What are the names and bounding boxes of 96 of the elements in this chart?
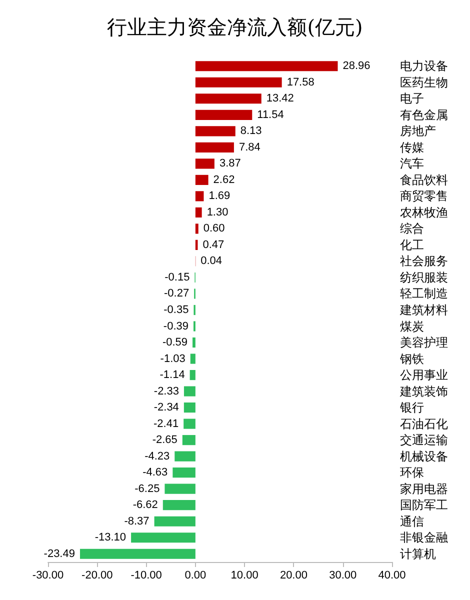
bar [190, 354, 196, 364]
data-label: -0.59 [162, 336, 188, 349]
y-tick-label: 建筑材料 [399, 303, 448, 317]
x-tick-label: -20.00 [82, 570, 113, 582]
data-label: -2.65 [152, 434, 178, 446]
bar [131, 532, 196, 543]
y-tick-label: 煤炭 [400, 319, 424, 334]
bar [195, 142, 234, 152]
bar [182, 435, 196, 446]
y-tick-label: 钢铁 [399, 352, 424, 366]
data-label: 0.60 [203, 222, 225, 235]
data-label: -13.10 [94, 532, 126, 544]
data-label: 3.87 [219, 158, 241, 170]
bar [174, 451, 196, 462]
data-label: -2.33 [154, 385, 179, 398]
y-tick-label: 农林牧渔 [400, 205, 448, 220]
data-label: 1.30 [206, 206, 228, 218]
data-label: -6.62 [132, 499, 158, 512]
data-label: -8.37 [124, 515, 150, 528]
y-tick-label: 建筑装饰 [399, 384, 448, 398]
y-tick-label: 纺织服装 [400, 270, 448, 284]
bar [154, 516, 196, 526]
y-tick-label: 公用事业 [400, 368, 448, 382]
y-tick-label: 汽车 [400, 156, 424, 171]
data-label: -1.14 [160, 369, 185, 382]
y-tick-label: 电力设备 [400, 59, 448, 74]
data-label: -2.41 [154, 418, 179, 430]
bar [190, 370, 196, 380]
data-label: 11.54 [257, 108, 284, 121]
y-tick-label: 家用电器 [400, 482, 448, 496]
bar [172, 468, 196, 478]
x-tick-label: -30.00 [32, 570, 64, 582]
bar [184, 418, 196, 429]
data-label: -0.27 [164, 288, 190, 300]
bar [184, 402, 196, 413]
y-tick-label: 传媒 [400, 140, 424, 154]
bar [164, 484, 196, 494]
y-tick-label: 通信 [400, 514, 424, 528]
y-tick-label: 化工 [400, 238, 424, 252]
x-tick-label: 30.00 [329, 570, 357, 582]
y-tick-label: 计算机 [400, 546, 436, 561]
y-tick-label: 机械设备 [400, 449, 448, 464]
bar [195, 110, 252, 120]
y-tick-label: 非银金融 [400, 530, 448, 545]
bar [195, 61, 338, 72]
data-label: 28.96 [342, 60, 370, 72]
y-tick-label: 国防军工 [400, 498, 448, 512]
bar [195, 224, 198, 234]
bar [195, 77, 282, 88]
data-label: -6.25 [134, 482, 160, 495]
data-label: 1.69 [208, 190, 230, 202]
data-label: -4.23 [144, 450, 170, 462]
x-tick-label: 0.00 [184, 570, 206, 582]
y-tick-label: 有色金属 [400, 108, 448, 122]
bar [195, 174, 208, 185]
data-label: 8.13 [240, 125, 262, 138]
bar [195, 126, 236, 136]
data-label: 0.47 [202, 238, 224, 251]
y-tick-label: 轻工制造 [400, 286, 448, 301]
y-tick-label: 房地产 [400, 124, 436, 138]
data-label: 7.84 [238, 141, 260, 154]
y-tick-label: 银行 [399, 400, 424, 415]
y-tick-label: 交通运输 [400, 433, 448, 448]
data-label: 2.62 [213, 174, 235, 186]
y-tick-label: 社会服务 [400, 254, 448, 268]
y-tick-label: 综合 [400, 222, 424, 236]
bar [80, 548, 196, 559]
y-tick-label: 美容护理 [400, 336, 448, 350]
y-tick-label: 环保 [400, 466, 424, 480]
x-tick-label: 20.00 [280, 570, 308, 582]
data-label: 13.42 [266, 92, 294, 105]
x-tick-label: -10.00 [130, 570, 162, 582]
data-label: -0.15 [164, 271, 190, 284]
data-label: -1.03 [160, 352, 186, 365]
bar [184, 386, 196, 396]
data-label: -2.34 [154, 402, 179, 414]
y-tick-label: 医药生物 [400, 75, 448, 90]
data-label: -23.49 [44, 548, 75, 560]
data-label: -0.35 [164, 304, 189, 316]
y-tick-label: 食品饮料 [400, 172, 448, 187]
bar [195, 158, 214, 169]
y-tick-label: 商贸零售 [400, 189, 448, 204]
y-tick-label: 电子 [400, 92, 424, 106]
x-tick-label: 40.00 [378, 570, 406, 582]
bar [195, 207, 202, 218]
bar [162, 500, 196, 510]
bar [195, 94, 262, 104]
bar [192, 337, 196, 348]
data-label: 0.04 [200, 255, 222, 268]
y-tick-label: 石油石化 [400, 416, 448, 431]
data-label: 17.58 [286, 76, 314, 88]
chart-title: 行业主力资金净流入额(亿元) [107, 15, 363, 39]
data-label: -0.39 [163, 320, 189, 332]
bar [195, 191, 204, 202]
data-label: -4.63 [142, 466, 168, 479]
x-tick-label: 10.00 [230, 570, 258, 582]
